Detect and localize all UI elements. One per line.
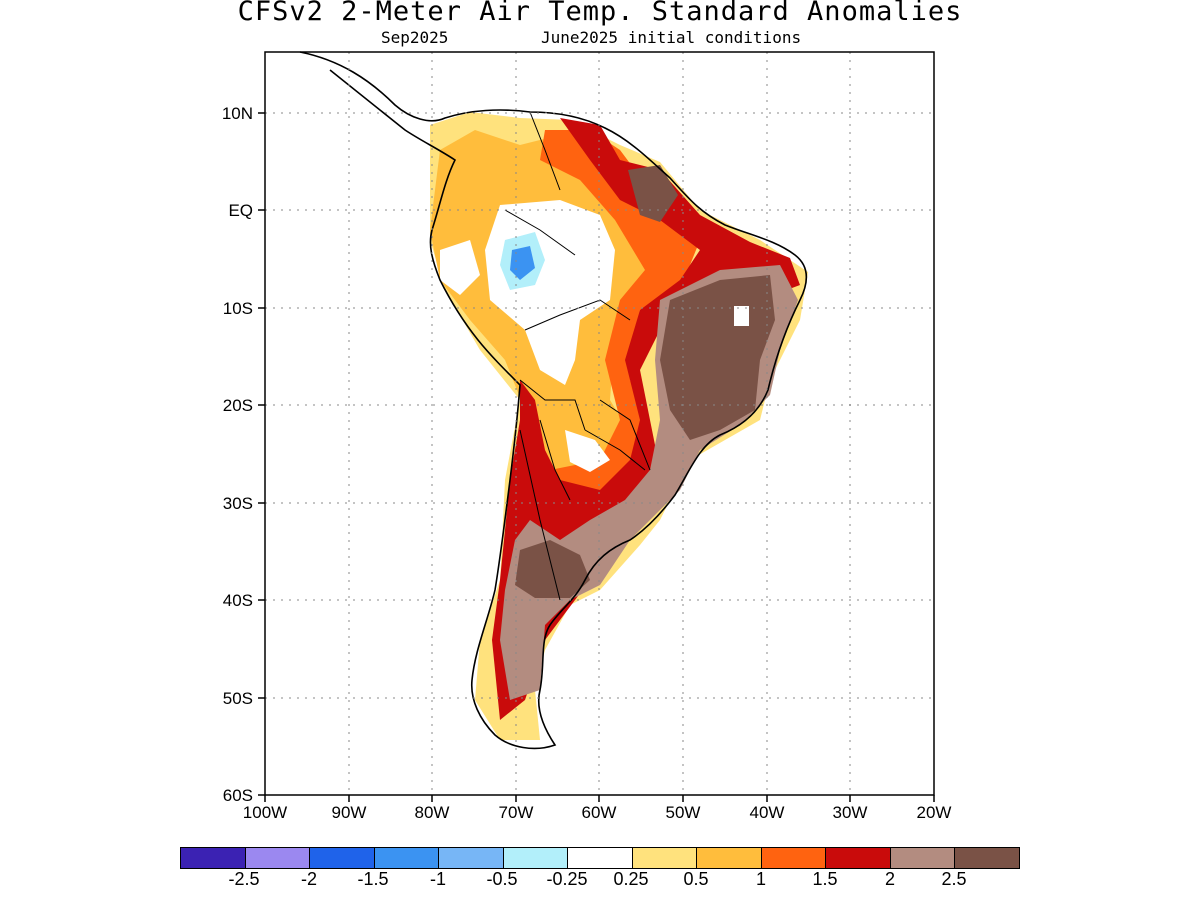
- legend-swatch: [761, 848, 827, 868]
- legend-label: -1.5: [357, 869, 389, 889]
- legend-swatch: [890, 848, 956, 868]
- lat-label: 10S: [223, 299, 253, 318]
- color-legend: [180, 847, 1020, 869]
- anomaly-dark-brown-guiana: [628, 165, 678, 222]
- lon-label: 90W: [332, 803, 367, 822]
- legend-swatch: [955, 848, 1019, 868]
- legend-swatch: [310, 848, 375, 868]
- lon-label: 30W: [833, 803, 868, 822]
- legend-label: -0.5: [486, 869, 518, 889]
- longitude-labels: 100W 90W 80W 70W 60W 50W 40W 30W 20W: [243, 803, 952, 822]
- tick-marks: [258, 112, 935, 802]
- legend-label: 1: [755, 869, 767, 889]
- map-title: CFSv2 2-Meter Air Temp. Standard Anomali…: [237, 0, 963, 27]
- legend-label: -2: [300, 869, 318, 889]
- legend-label: 0.5: [683, 869, 709, 889]
- country-borders: [504, 111, 651, 601]
- legend-label: -1: [429, 869, 447, 889]
- legend-labels: -2.5 -2 -1.5 -1 -0.5 -0.25 0.25 0.5 1 1.…: [0, 869, 1200, 893]
- lon-label: 80W: [415, 803, 450, 822]
- anomaly-cool-core: [510, 246, 535, 280]
- missing-data-box: [734, 306, 749, 326]
- anomaly-near-zero-coast: [440, 240, 480, 295]
- lat-label: 20S: [223, 396, 253, 415]
- legend-swatch: [826, 848, 891, 868]
- lat-label: 40S: [223, 591, 253, 610]
- legend-swatch: [632, 848, 698, 868]
- lat-label: 50S: [223, 689, 253, 708]
- forecast-month: Sep2025: [381, 28, 449, 47]
- legend-swatch: [245, 848, 311, 868]
- legend-label: 2.5: [941, 869, 967, 889]
- lon-label: 40W: [750, 803, 785, 822]
- legend-swatch: [697, 848, 762, 868]
- lat-label: 10N: [222, 104, 253, 123]
- legend-swatch: [568, 848, 633, 868]
- latitude-labels: 10N EQ 10S 20S 30S 40S 50S 60S: [222, 104, 253, 805]
- coastline: [299, 51, 808, 750]
- initial-conditions: June2025 initial conditions: [541, 28, 802, 47]
- lat-label: EQ: [228, 201, 253, 220]
- lat-label: 30S: [223, 494, 253, 513]
- legend-label: -0.25: [546, 869, 588, 889]
- lon-label: 20W: [917, 803, 952, 822]
- lon-label: 50W: [666, 803, 701, 822]
- legend-swatch: [503, 848, 569, 868]
- legend-swatch: [374, 848, 440, 868]
- legend-label: 0.25: [613, 869, 649, 889]
- lon-label: 100W: [243, 803, 287, 822]
- legend-swatch: [181, 848, 246, 868]
- lon-label: 60W: [582, 803, 617, 822]
- legend-label: 1.5: [812, 869, 838, 889]
- lon-label: 70W: [499, 803, 534, 822]
- legend-label: 2: [884, 869, 896, 889]
- shaded-anomalies: [430, 112, 808, 740]
- anomaly-red-orange: [540, 130, 700, 510]
- lat-label: 60S: [223, 786, 253, 805]
- legend-label: -2.5: [228, 869, 260, 889]
- legend-swatch: [439, 848, 504, 868]
